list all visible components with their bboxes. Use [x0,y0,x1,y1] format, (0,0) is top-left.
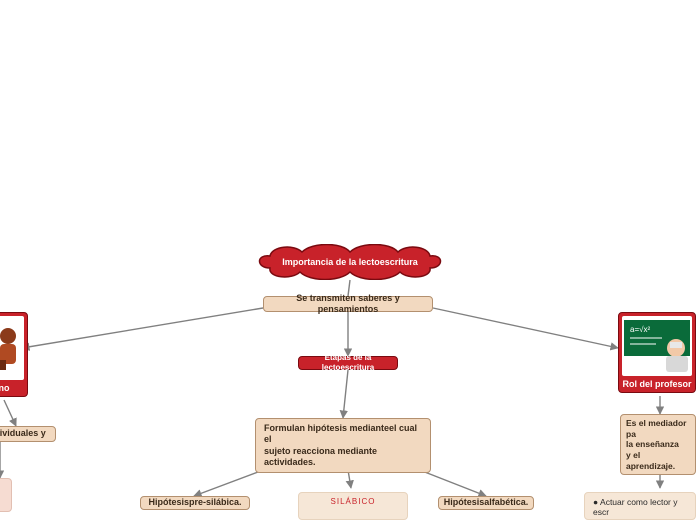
halpha-label: Hipótesisalfabética. [444,497,529,508]
profesor-icon: a=√x² [622,318,692,374]
node-indiv: individuales y [0,426,56,442]
node-etapas: Etapas de la lectoescritura [298,356,398,370]
node-prof: a=√x² Rol del profesor [618,312,696,393]
node-transmit-label: Se transmiten saberes y pensamientos [268,293,428,316]
formulan-l1: Formulan hipótesis medianteel cual el [264,423,422,446]
hsil-label: SILÁBICO [331,497,376,506]
node-pink [0,478,12,512]
mediador-l1: Es el mediador pa [626,418,690,439]
indiv-label: individuales y [0,428,46,439]
node-hsil: SILÁBICO [298,492,408,520]
node-hpre: Hipótesispre-silábica. [140,496,250,510]
bullet-1: ● Actuar como lector y escr [589,495,691,519]
alumno-caption: no [0,380,24,393]
prof-caption: Rol del profesor [622,376,692,389]
title-label: Importancia de la lectoescritura [250,244,450,280]
node-formulan: Formulan hipótesis medianteel cual el su… [255,418,431,473]
node-halpha: Hipótesisalfabética. [438,496,534,510]
node-transmit: Se transmiten saberes y pensamientos [263,296,433,312]
svg-text:a=√x²: a=√x² [630,325,651,334]
node-etapas-label: Etapas de la lectoescritura [303,353,393,373]
node-bullets: ● Actuar como lector y escr ● Ser un bue… [584,492,696,520]
title-cloud: Importancia de la lectoescritura [250,244,450,280]
node-mediador: Es el mediador pa la enseñanza y el apre… [620,414,696,475]
alumno-icon [0,320,24,376]
node-alumno: no [0,312,28,397]
mediador-l2: la enseñanza [626,439,690,450]
formulan-l2: sujeto reacciona mediante actividades. [264,446,422,469]
mediador-l3: y el aprendizaje. [626,450,690,471]
hpre-label: Hipótesispre-silábica. [148,497,241,508]
diagram-canvas: { "colors": { "bg": "#ffffff", "cloud_fi… [0,0,696,520]
